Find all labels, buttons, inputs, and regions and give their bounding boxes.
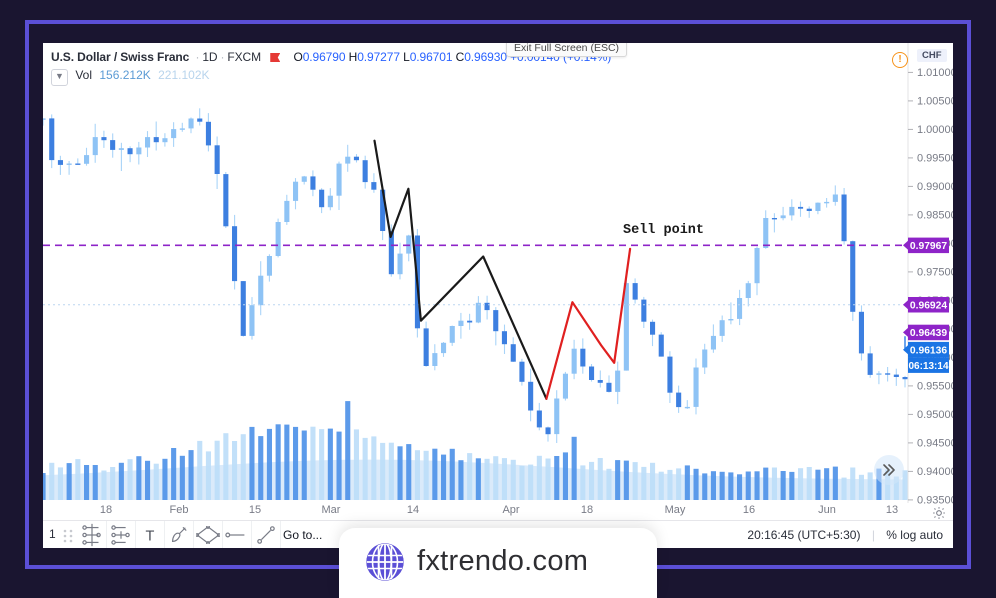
svg-text:Feb: Feb — [170, 504, 189, 516]
svg-text:0.97500: 0.97500 — [917, 267, 953, 279]
svg-text:0.96439: 0.96439 — [910, 328, 947, 339]
svg-text:0.94000: 0.94000 — [917, 466, 953, 478]
svg-text:16: 16 — [743, 504, 755, 516]
svg-text:0.96924: 0.96924 — [910, 301, 947, 312]
svg-text:1.00500: 1.00500 — [917, 96, 953, 108]
svg-text:0.93500: 0.93500 — [917, 495, 953, 507]
svg-text:0.94500: 0.94500 — [917, 438, 953, 450]
svg-text:Sell point: Sell point — [623, 223, 704, 238]
svg-text:T: T — [145, 528, 154, 544]
svg-text:Mar: Mar — [322, 504, 341, 516]
svg-text:Apr: Apr — [502, 504, 519, 516]
svg-text:18: 18 — [581, 504, 593, 516]
svg-text:06:13:14: 06:13:14 — [908, 361, 948, 372]
svg-text:0.98500: 0.98500 — [917, 210, 953, 222]
svg-text:0.96136: 0.96136 — [910, 346, 947, 357]
svg-text:1.00000: 1.00000 — [917, 124, 953, 136]
svg-text:0.99500: 0.99500 — [917, 153, 953, 165]
svg-text:May: May — [665, 504, 686, 516]
svg-text:13: 13 — [886, 504, 898, 516]
svg-text:0.99000: 0.99000 — [917, 181, 953, 193]
svg-text:Jun: Jun — [818, 504, 836, 516]
svg-text:14: 14 — [407, 504, 419, 516]
svg-text:18: 18 — [100, 504, 112, 516]
svg-text:0.97967: 0.97967 — [910, 241, 947, 252]
svg-text:1.01000: 1.01000 — [917, 67, 953, 79]
svg-text:0.95000: 0.95000 — [917, 409, 953, 421]
svg-text:15: 15 — [249, 504, 261, 516]
svg-text:0.95500: 0.95500 — [917, 381, 953, 393]
